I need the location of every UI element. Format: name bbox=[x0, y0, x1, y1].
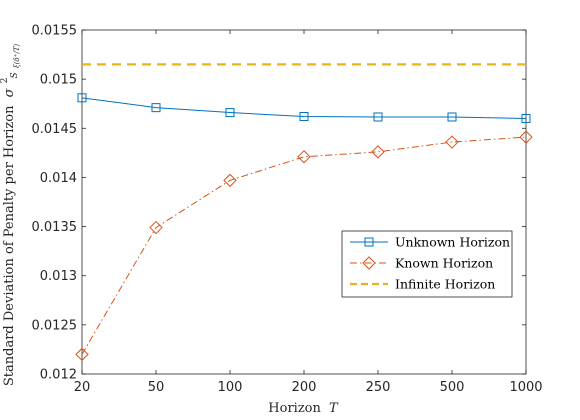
x-tick-label: 200 bbox=[292, 380, 317, 395]
legend-known-horizon-label: Known Horizon bbox=[395, 256, 493, 271]
series-known-horizon-point bbox=[149, 220, 163, 235]
y-tick-label: 0.013 bbox=[40, 269, 77, 284]
y-tick-label: 0.0125 bbox=[32, 318, 78, 333]
series-known-horizon-line bbox=[81, 136, 527, 355]
y-tick-label: 0.014 bbox=[40, 171, 77, 186]
x-tick-label: 100 bbox=[218, 380, 243, 395]
series-known-horizon-point bbox=[75, 347, 89, 362]
series-known-horizon-point bbox=[445, 135, 459, 149]
series-unknown-horizon-point bbox=[299, 111, 309, 121]
series-unknown-horizon bbox=[77, 93, 531, 123]
x-tick-label: 500 bbox=[440, 380, 465, 395]
x-tick-label: 50 bbox=[148, 380, 165, 395]
series-unknown-horizon-point bbox=[521, 113, 531, 123]
legend-known-horizon: Known Horizon bbox=[350, 256, 493, 271]
series-known-horizon-point bbox=[297, 150, 311, 164]
y-axis-label-subsub: ξ(δ⁺/T) bbox=[13, 44, 21, 69]
series-unknown-horizon-point bbox=[225, 108, 235, 118]
x-axis-label-var: T bbox=[329, 401, 339, 416]
series-known-horizon-point bbox=[371, 145, 385, 159]
y-axis-label: Standard Deviation of Penalty per Horizo… bbox=[0, 44, 21, 387]
plot-area-frame bbox=[81, 29, 527, 375]
y-tick-label: 0.012 bbox=[40, 368, 77, 383]
series-known-horizon-point bbox=[519, 130, 533, 144]
legend-infinite-horizon: Infinite Horizon bbox=[350, 277, 495, 292]
x-axis-label: Horizon T bbox=[268, 401, 339, 416]
x-tick-label: 1000 bbox=[509, 380, 542, 395]
y-axis-label-sub: S bbox=[10, 72, 20, 78]
y-tick-label: 0.0155 bbox=[32, 24, 78, 39]
x-axis-label-main: Horizon bbox=[268, 401, 321, 416]
x-tick-label: 250 bbox=[366, 380, 391, 395]
series-known-horizon bbox=[75, 130, 533, 362]
axes-group: 20 50 100 200 250 500 1000 0.012 0.0125 0.013 0.01… bbox=[32, 24, 543, 396]
x-tick-label: 20 bbox=[74, 380, 91, 395]
series-known-horizon-point bbox=[223, 173, 237, 188]
legend: Unknown Horizon Known Horizon Infinite Hor… bbox=[341, 230, 513, 298]
series-unknown-horizon-point bbox=[447, 112, 457, 122]
series-group bbox=[75, 63, 533, 362]
y-tick-label: 0.0135 bbox=[32, 220, 78, 235]
legend-known-horizon-marker bbox=[362, 256, 376, 270]
y-axis-label-sigma: σ bbox=[2, 87, 17, 97]
legend-unknown-horizon-marker bbox=[364, 237, 374, 247]
legend-unknown-horizon: Unknown Horizon bbox=[350, 235, 510, 250]
y-tick-label: 0.0145 bbox=[32, 122, 78, 137]
svg-text:Standard Deviation of Penalty: Standard Deviation of Penalty per Horizo… bbox=[0, 44, 21, 387]
y-axis-label-main: Standard Deviation of Penalty per Horizo… bbox=[2, 105, 17, 386]
y-axis-label-sup: 2 bbox=[0, 78, 10, 84]
legend-unknown-horizon-label: Unknown Horizon bbox=[395, 235, 510, 250]
series-unknown-horizon-point bbox=[151, 103, 161, 113]
series-unknown-horizon-line bbox=[81, 97, 527, 119]
legend-infinite-horizon-label: Infinite Horizon bbox=[395, 277, 495, 292]
series-unknown-horizon-point bbox=[77, 93, 87, 103]
y-tick-label: 0.015 bbox=[40, 73, 77, 88]
series-unknown-horizon-point bbox=[373, 112, 383, 122]
